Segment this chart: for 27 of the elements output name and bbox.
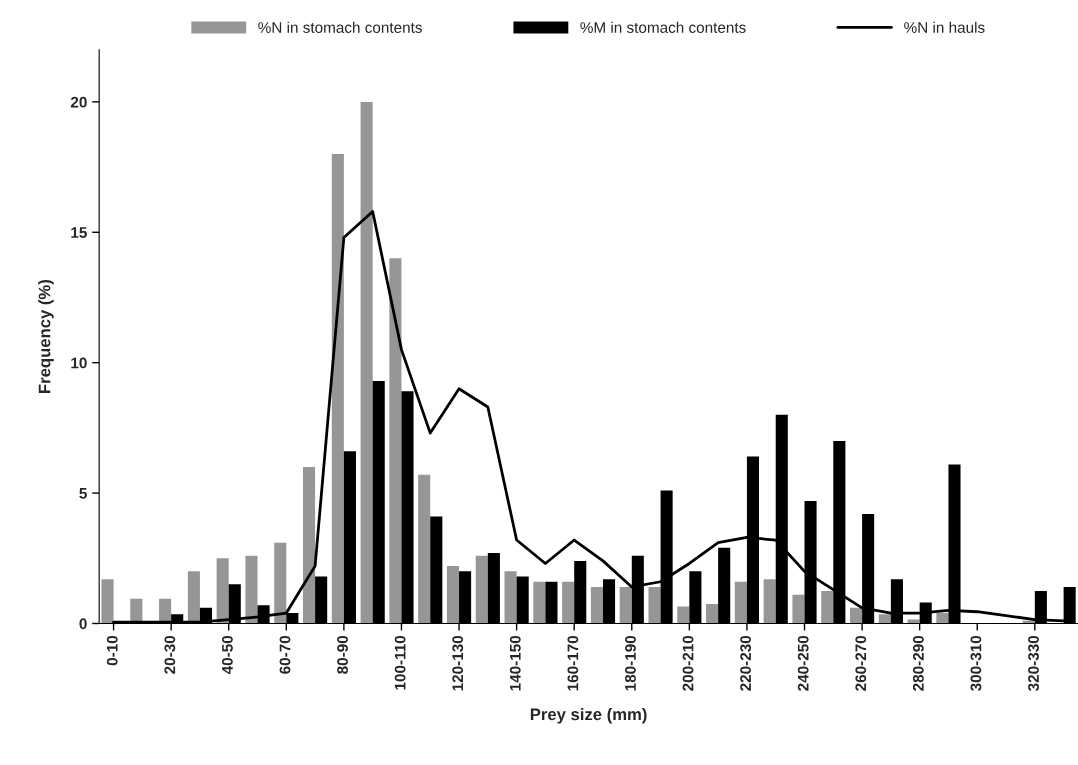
y-tick-label: 0: [79, 618, 87, 630]
y-tick-label: 20: [70, 96, 87, 108]
y-tick-label: 5: [79, 488, 87, 499]
x-tick-label: 120-130: [452, 635, 464, 691]
x-tick-label: 60-70: [279, 635, 291, 674]
y-tick-label: 15: [71, 227, 87, 238]
x-tick-label: 200-210: [682, 635, 694, 691]
x-tick-label: 80-90: [337, 635, 348, 674]
x-tick-label: 300-310: [970, 635, 982, 691]
x-tick-label: 140-150: [509, 635, 521, 691]
x-tick-label: 260-270: [855, 635, 867, 691]
x-tick-label: 0-10: [106, 635, 118, 666]
legend-label: %M in stomach contents: [580, 21, 746, 33]
x-tick-label: 20-30: [164, 635, 176, 674]
y-tick-label: 10: [71, 357, 87, 369]
legend-label: %N in stomach contents: [258, 21, 422, 33]
x-tick-label: 320-330: [1028, 635, 1039, 691]
x-tick-label: 220-230: [740, 635, 752, 691]
x-tick-label: 160-170: [567, 635, 579, 691]
x-axis-title: Prey size (mm): [530, 708, 647, 724]
x-tick-label: 280-290: [912, 635, 924, 691]
x-tick-label: 100-110: [394, 635, 406, 690]
legend-label: %N in hauls: [904, 21, 985, 33]
x-tick-label: 40-50: [222, 635, 233, 675]
x-tick-label: 180-190: [625, 635, 636, 691]
x-tick-label: 240-250: [797, 635, 809, 691]
y-axis-title: Frequency (%): [38, 280, 54, 393]
